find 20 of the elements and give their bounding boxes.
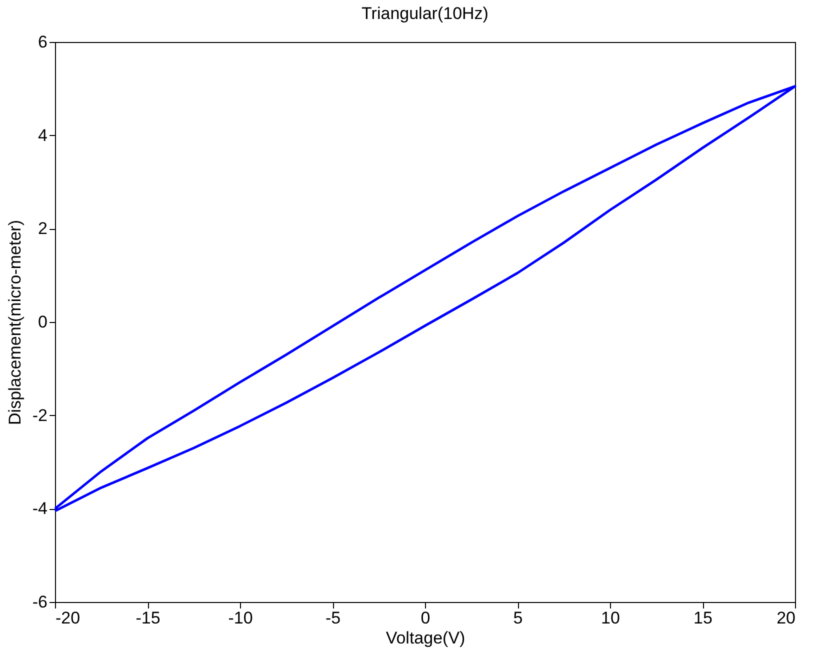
y-tick-label: -4 (32, 499, 48, 518)
y-axis-title: Displacement(micro-meter) (5, 220, 24, 425)
chart-title: Triangular(10Hz) (362, 4, 488, 23)
x-tick-label: -10 (228, 608, 253, 628)
y-tick-label: 6 (38, 32, 48, 52)
x-tick-label: -20 (56, 608, 80, 628)
x-tick-label: -5 (325, 608, 341, 628)
y-tick-label: -2 (32, 406, 48, 425)
y-tick-label: 4 (38, 126, 48, 145)
x-tick-label: -15 (136, 608, 160, 628)
line-series (54, 85, 796, 512)
x-axis-title: Voltage(V) (386, 628, 466, 648)
y-tick-label: 2 (38, 219, 48, 238)
x-tick-label: 5 (513, 608, 523, 628)
x-tick-label: 0 (420, 608, 430, 628)
x-tick-label: 15 (694, 608, 712, 628)
x-tick-label: 20 (776, 608, 796, 628)
y-tick-label: 0 (38, 312, 48, 332)
x-tick-label: 10 (601, 608, 620, 628)
y-tick-label: -6 (32, 592, 48, 612)
